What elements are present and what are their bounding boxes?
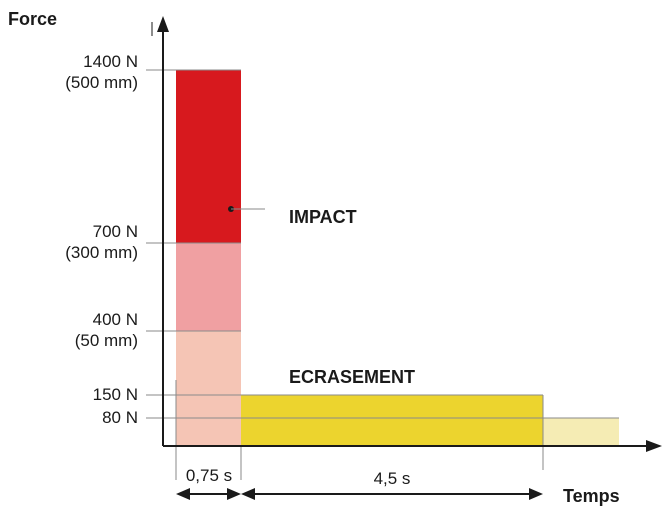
y-axis-arrow [157, 16, 169, 32]
mid-pink-bar [176, 243, 241, 331]
ytick-1400-distance: (500 mm) [65, 73, 138, 92]
dim-arrow-second-left-head [241, 488, 255, 500]
impact-label: IMPACT [289, 207, 357, 227]
dim-arrow-second-right-head [529, 488, 543, 500]
ytick-150-force: 150 N [93, 385, 138, 404]
ytick-400-force: 400 N [93, 310, 138, 329]
duration-first-label: 0,75 s [186, 466, 232, 485]
ytick-700-force: 700 N [93, 222, 138, 241]
ytick-400-distance: (50 mm) [75, 331, 138, 350]
duration-second-label: 4,5 s [374, 469, 411, 488]
x-axis-title: Temps [563, 486, 620, 506]
impact-bar [176, 70, 241, 243]
x-axis-arrow [646, 440, 662, 452]
light-pink-bar [176, 331, 241, 446]
ecrasement-bar [241, 395, 543, 446]
dim-arrow-first-right-head [227, 488, 241, 500]
ytick-700-distance: (300 mm) [65, 243, 138, 262]
ytick-80-force: 80 N [102, 408, 138, 427]
tail-bar [543, 418, 619, 446]
y-axis-title: Force [8, 9, 57, 29]
dim-arrow-first-left-head [176, 488, 190, 500]
ecrasement-label: ECRASEMENT [289, 367, 415, 387]
ytick-1400-force: 1400 N [83, 52, 138, 71]
